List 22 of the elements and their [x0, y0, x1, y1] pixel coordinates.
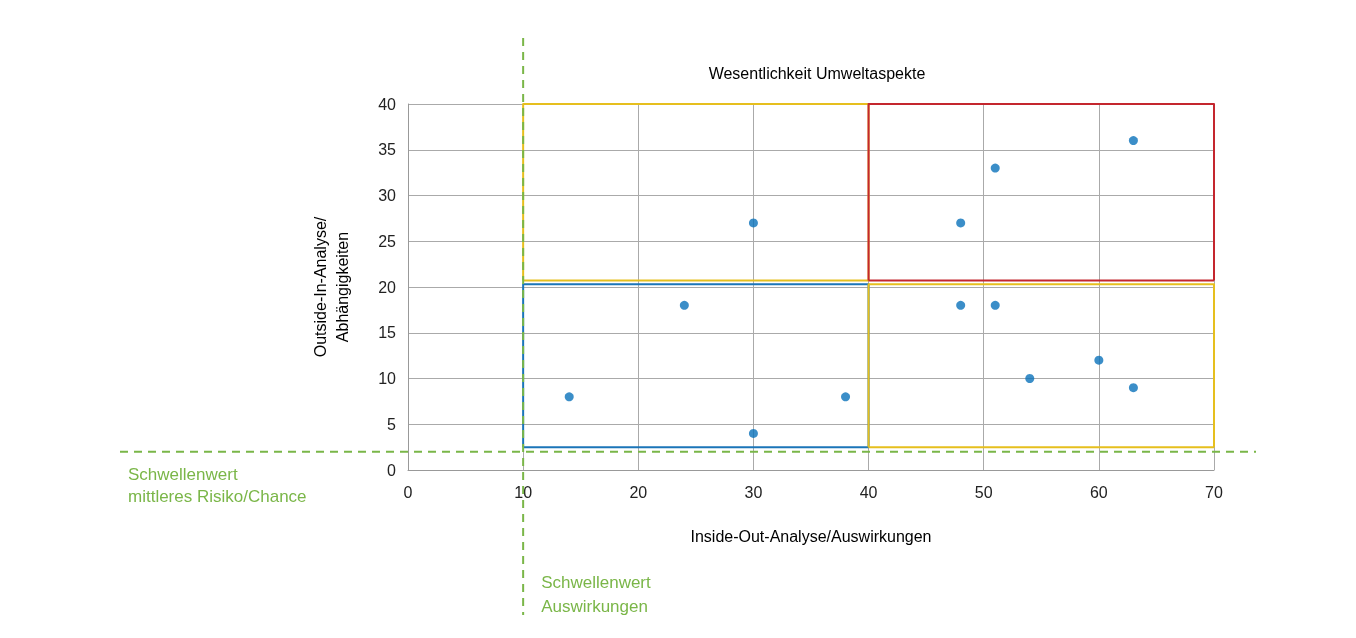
- x-tick-label: 30: [744, 483, 763, 501]
- x-tick-label: 40: [859, 483, 878, 501]
- y-tick-label: 15: [378, 324, 397, 342]
- y-tick-label: 5: [387, 415, 397, 433]
- x-tick-label: 60: [1089, 483, 1108, 501]
- ref-line-label: Schwellenwert Auswirkungen: [541, 572, 652, 616]
- y-tick-label: 25: [378, 232, 397, 250]
- x-tick-label: 50: [974, 483, 993, 501]
- y-tick-label: 20: [378, 278, 397, 296]
- x-tick-label: 70: [1205, 483, 1223, 501]
- x-tick-label: 20: [629, 483, 648, 501]
- y-tick-label: 40: [378, 95, 397, 113]
- ref-line-label: Schwellenwert mittleres Risiko/Chance: [128, 465, 307, 507]
- y-tick-label: 10: [378, 370, 397, 387]
- y-tick-label: 30: [378, 187, 397, 204]
- y-tick-label: 0: [387, 461, 397, 479]
- x-tick-label: 10: [514, 483, 533, 501]
- chart-title: Wesentlichkeit Umweltaspekte: [708, 64, 926, 82]
- x-axis-title: Inside-Out-Analyse/Auswirkungen: [690, 527, 932, 545]
- y-axis-title: Outside-In-Analyse/ Abhängigkeiten: [311, 216, 351, 358]
- y-tick-label: 35: [378, 141, 397, 159]
- x-tick-label: 0: [403, 483, 413, 501]
